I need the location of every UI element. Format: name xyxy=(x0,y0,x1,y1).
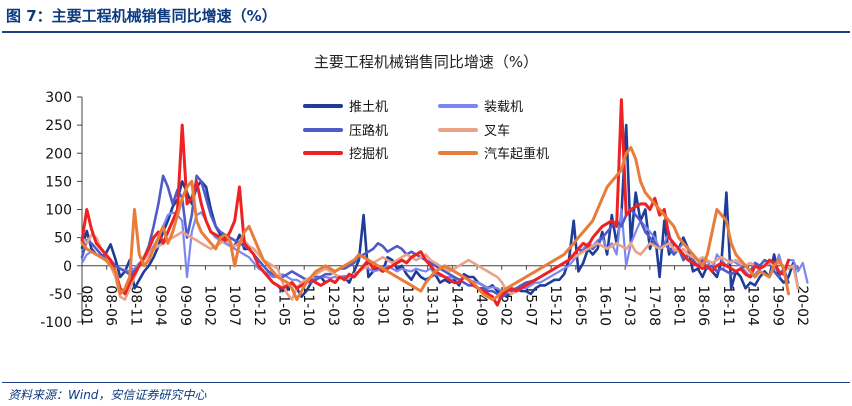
x-tick-label: 08-01 xyxy=(78,285,94,326)
x-tick-label: 12-03 xyxy=(325,285,341,326)
source-note: 资料来源：Wind，安信证券研究中心 xyxy=(8,388,207,402)
series-line-5 xyxy=(80,146,790,301)
x-tick-label: 17-03 xyxy=(621,285,637,326)
x-tick-label: 09-09 xyxy=(177,285,193,326)
x-tick-label: 13-01 xyxy=(374,285,390,326)
x-tick-label: 17-08 xyxy=(646,285,662,326)
figure-caption: 图 7：主要工程机械销售同比增速（%） xyxy=(6,7,277,25)
series-line-0 xyxy=(80,123,800,298)
x-tick-label: 15-12 xyxy=(547,285,563,326)
y-tick-label: 250 xyxy=(45,118,72,134)
legend-label: 挖掘机 xyxy=(349,147,388,162)
y-tick-label: -100 xyxy=(40,315,72,331)
footer-rule xyxy=(2,382,850,383)
figure-footer: 资料来源：Wind，安信证券研究中心 xyxy=(0,382,852,406)
x-tick-label: 12-08 xyxy=(350,285,366,326)
y-tick-label: 300 xyxy=(45,90,72,106)
y-tick-label: -50 xyxy=(49,287,72,303)
x-tick-label: 10-07 xyxy=(226,285,242,326)
x-tick-label: 13-06 xyxy=(399,285,415,326)
x-tick-label: 18-01 xyxy=(671,285,687,326)
x-tick-label: 09-04 xyxy=(152,285,168,326)
series-line-3 xyxy=(80,230,800,301)
figure-header: 图 7：主要工程机械销售同比增速（%） xyxy=(0,0,852,34)
y-tick-label: 200 xyxy=(45,146,72,162)
x-tick-label: 08-06 xyxy=(103,285,119,326)
x-tick-label: 14-04 xyxy=(448,285,464,326)
series-line-2 xyxy=(80,174,790,298)
legend-label: 压路机 xyxy=(349,123,388,139)
legend-label: 叉车 xyxy=(484,123,510,139)
x-tick-label: 08-11 xyxy=(127,285,143,326)
x-tick-label: 18-11 xyxy=(720,285,736,326)
x-tick-label: 15-07 xyxy=(522,285,538,326)
x-tick-label: 16-10 xyxy=(596,285,612,326)
x-tick-label: 10-02 xyxy=(201,285,217,326)
x-tick-label: 18-06 xyxy=(695,285,711,326)
y-tick-label: 150 xyxy=(45,174,72,190)
legend-label: 汽车起重机 xyxy=(484,146,549,162)
y-tick-label: 50 xyxy=(54,231,72,247)
legend-label: 推土机 xyxy=(349,100,388,115)
header-rule xyxy=(2,31,850,33)
x-tick-label: 10-12 xyxy=(251,285,267,326)
y-tick-label: 0 xyxy=(63,259,72,275)
x-tick-label: 16-05 xyxy=(572,285,588,326)
x-tick-label: 13-11 xyxy=(424,285,440,326)
x-tick-label: 20-02 xyxy=(794,285,810,326)
chart-title: 主要工程机械销售同比增速（%） xyxy=(313,53,539,71)
legend-label: 装载机 xyxy=(484,100,523,115)
line-chart: -100 -50 0 50 100 150 200 250 300 08-01 08-06 08-11… xyxy=(40,90,810,331)
x-tick-label: 19-09 xyxy=(769,285,785,326)
x-tick-label: 19-04 xyxy=(745,285,761,326)
y-tick-label: 100 xyxy=(45,203,72,219)
